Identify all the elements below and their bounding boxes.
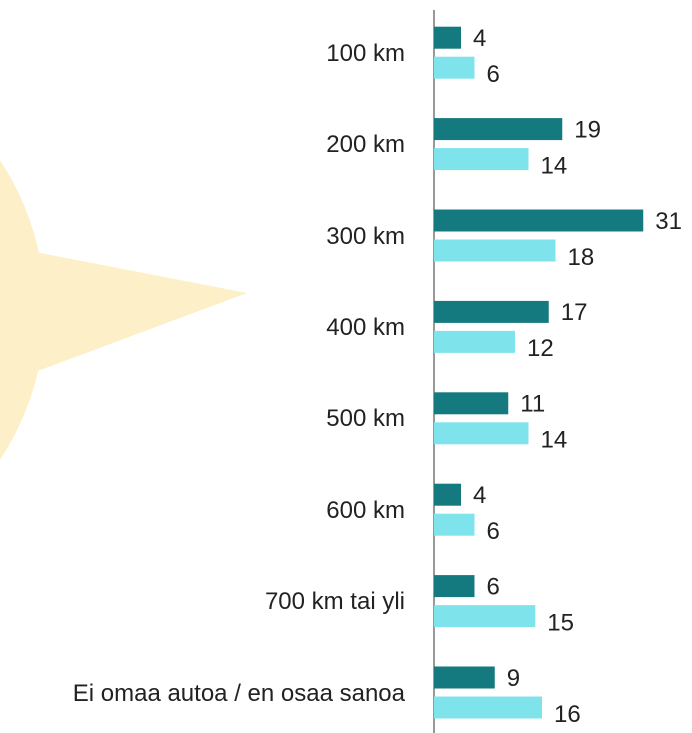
value-label: 4	[473, 25, 486, 52]
bar	[434, 239, 556, 262]
category-label: 600 km	[326, 496, 405, 524]
bar	[434, 209, 644, 232]
bar	[434, 118, 563, 141]
category-label: 400 km	[326, 313, 405, 341]
category-label: 100 km	[326, 39, 405, 67]
bar	[434, 513, 475, 536]
callout-pointer	[25, 250, 247, 372]
category-label: 200 km	[326, 131, 405, 159]
value-label: 16	[554, 701, 581, 728]
bar	[434, 696, 542, 719]
bar	[434, 422, 529, 445]
value-label: 18	[568, 244, 595, 271]
category-label: Ei omaa autoa / en osaa sanoa	[72, 679, 405, 707]
category-label-box: 700 km tai yli	[265, 582, 405, 622]
value-label: 4	[473, 482, 486, 509]
bar	[434, 300, 549, 323]
value-label: 17	[561, 299, 588, 326]
category-label: 300 km	[326, 222, 405, 250]
bar	[434, 330, 515, 353]
category-label-box: 100 km	[326, 34, 405, 74]
category-label-box: 600 km	[326, 491, 405, 531]
callout-shape	[0, 160, 247, 460]
category-label-box: 200 km	[326, 125, 405, 165]
value-label: 14	[541, 152, 568, 179]
bar	[434, 575, 475, 598]
value-label: 9	[507, 665, 520, 692]
value-label: 6	[487, 61, 500, 88]
callout-circle	[0, 160, 45, 460]
value-label: 11	[520, 391, 545, 418]
bar	[434, 605, 536, 628]
category-label-box: 400 km	[326, 308, 405, 348]
category-label-box: Ei omaa autoa / en osaa sanoa	[73, 674, 405, 714]
bar	[434, 26, 461, 49]
bar	[434, 392, 509, 415]
category-label-box: 500 km	[326, 399, 405, 439]
category-label: 700 km tai yli	[264, 588, 405, 616]
value-label: 19	[574, 116, 601, 143]
category-label: 500 km	[326, 405, 405, 433]
bar	[434, 148, 529, 171]
value-label: 15	[547, 609, 574, 636]
bar	[434, 483, 461, 506]
value-label: 31	[655, 208, 682, 235]
category-label-box: 300 km	[326, 217, 405, 257]
bar	[434, 56, 475, 79]
value-label: 14	[541, 427, 568, 454]
bar	[434, 666, 495, 689]
value-label: 12	[527, 335, 554, 362]
value-label: 6	[487, 573, 500, 600]
value-label: 6	[487, 518, 500, 545]
